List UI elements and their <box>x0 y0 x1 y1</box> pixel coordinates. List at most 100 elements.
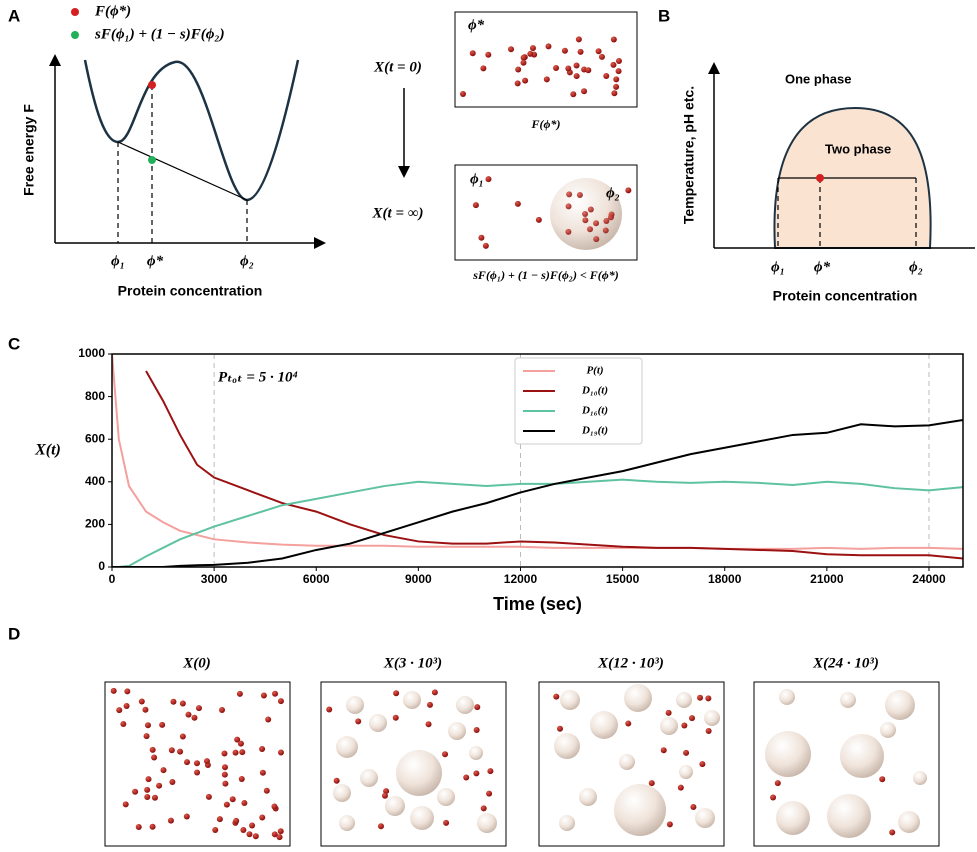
particle <box>515 66 521 72</box>
droplet <box>704 710 720 726</box>
particle <box>515 201 521 207</box>
x-tick-label: 15000 <box>606 572 640 586</box>
particle <box>145 722 151 728</box>
particle <box>271 803 277 809</box>
axis-title: Protein concentration <box>773 288 918 304</box>
particle <box>603 227 609 233</box>
particle <box>120 721 126 727</box>
particle <box>689 715 695 721</box>
particle <box>272 691 278 697</box>
particle <box>485 176 491 182</box>
particle <box>530 45 536 51</box>
particle <box>334 778 340 784</box>
particle <box>278 750 284 756</box>
region-label: Two phase <box>825 141 891 156</box>
particle <box>180 734 186 740</box>
droplet <box>679 765 693 779</box>
y-tick-label: 600 <box>85 431 105 445</box>
panel-label: C <box>8 334 20 353</box>
particle <box>667 821 673 827</box>
tick-label: ϕ* <box>147 253 164 269</box>
droplet <box>676 692 692 708</box>
particle <box>136 824 142 830</box>
particle <box>144 794 150 800</box>
particle <box>239 749 245 755</box>
particle <box>224 802 230 808</box>
axis-title: Temperature, pH etc. <box>681 86 697 224</box>
droplet <box>765 731 811 777</box>
particle <box>206 794 212 800</box>
droplet <box>880 722 896 738</box>
particle <box>221 751 227 757</box>
droplet <box>456 696 474 714</box>
y-tick-label: 1000 <box>78 346 105 360</box>
particle <box>527 51 533 57</box>
panel-label: D <box>8 624 20 643</box>
x-tick-label: 12000 <box>504 572 538 586</box>
particle <box>259 746 265 752</box>
particle <box>278 828 284 834</box>
particle <box>222 781 228 787</box>
droplet <box>346 696 364 714</box>
particle <box>582 217 588 223</box>
box-label: ϕ₁ <box>470 171 484 187</box>
particle <box>557 726 563 732</box>
particle <box>159 722 165 728</box>
droplet <box>827 794 871 838</box>
particle <box>233 818 239 824</box>
particle <box>553 694 559 700</box>
particle <box>603 73 609 79</box>
droplet <box>339 815 355 831</box>
caption: sF(ϕ₁) + (1 − s)F(ϕ₂) < F(ϕ*) <box>472 268 618 282</box>
particle <box>156 783 162 789</box>
x-tick-label: 9000 <box>405 572 432 586</box>
x-tick-label: 18000 <box>708 572 742 586</box>
particle <box>426 721 432 727</box>
particle <box>649 780 655 786</box>
y-tick-label: 800 <box>85 389 105 403</box>
particle <box>222 772 228 778</box>
particle <box>545 43 551 49</box>
figure: A F(ϕ*) sF(ϕ₁) + (1 − s)F(ϕ₂) ϕ₁ ϕ* ϕ₂ P… <box>0 0 977 852</box>
droplet <box>779 689 795 705</box>
particle <box>576 36 582 42</box>
axis-title: X(t) <box>34 442 61 459</box>
particle <box>473 770 479 776</box>
particle <box>544 76 550 82</box>
particle <box>144 733 150 739</box>
particle <box>184 759 190 765</box>
particle <box>272 831 278 837</box>
particle <box>470 50 476 56</box>
particle <box>177 749 183 755</box>
particle <box>204 758 210 764</box>
particle <box>593 236 599 242</box>
particle <box>578 49 584 55</box>
droplet <box>614 784 666 836</box>
particle <box>116 707 122 713</box>
particle <box>239 776 245 782</box>
particle <box>596 48 602 54</box>
droplet <box>437 788 455 806</box>
particle <box>196 705 202 711</box>
box-label: ϕ* <box>468 17 485 33</box>
particle <box>355 718 361 724</box>
particle <box>611 36 617 42</box>
tick-label: ϕ₂ <box>240 253 254 269</box>
y-tick-label: 400 <box>85 474 105 488</box>
particle <box>326 707 332 713</box>
snapshot-title: X(3 · 10³) <box>383 655 442 671</box>
particle <box>481 805 487 811</box>
particle <box>483 243 489 249</box>
particle <box>582 211 588 217</box>
particle <box>151 755 157 761</box>
legend-text: D₁₆(t) <box>581 405 608 417</box>
region-label: One phase <box>785 71 851 86</box>
panel-label: A <box>8 6 20 25</box>
x-tick-label: 6000 <box>303 572 330 586</box>
particle <box>382 793 388 799</box>
snapshot-title: X(0) <box>182 655 211 671</box>
droplet <box>840 692 856 708</box>
particle <box>150 824 156 830</box>
particle <box>246 831 252 837</box>
droplet <box>396 750 442 796</box>
